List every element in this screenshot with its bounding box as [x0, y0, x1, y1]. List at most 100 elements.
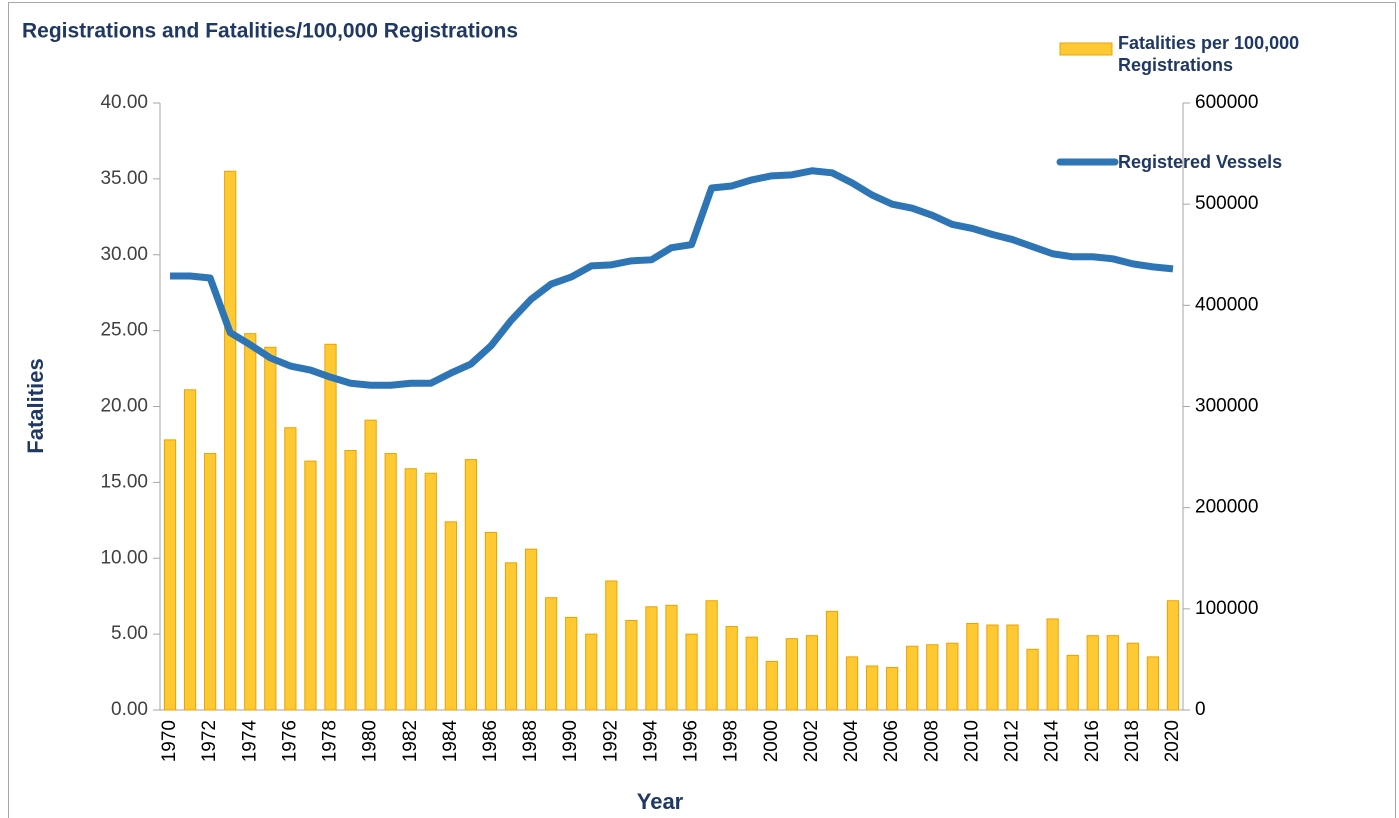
x-tick-label: 1982: [400, 720, 421, 762]
bar: [1106, 635, 1119, 711]
x-tick-label: 1976: [279, 720, 300, 762]
x-tick-label: 1970: [159, 720, 180, 762]
bar: [545, 597, 558, 711]
x-tick-label: 2018: [1122, 720, 1143, 762]
y2-tick-label: 300000: [1195, 396, 1258, 417]
bar: [524, 548, 538, 711]
bar: [1046, 618, 1059, 711]
x-tick-label: 1974: [239, 720, 260, 763]
x-tick-label: 2006: [881, 720, 902, 762]
bar: [244, 333, 257, 711]
bar: [645, 606, 658, 711]
y2-tick-label: 100000: [1195, 598, 1258, 619]
bar: [685, 633, 698, 711]
x-tick-label: 1984: [440, 720, 461, 763]
bar: [284, 427, 297, 711]
y-tick-label: 25.00: [100, 320, 148, 341]
x-tick-label: 2014: [1042, 720, 1063, 763]
bar: [946, 642, 959, 711]
bar: [163, 439, 177, 711]
x-tick-label: 1998: [721, 720, 742, 762]
y2-tick-label: 200000: [1195, 497, 1258, 518]
x-tick-label: 1986: [480, 720, 501, 762]
bar: [605, 580, 618, 711]
x-tick-label: 1994: [640, 720, 661, 763]
bar: [966, 623, 979, 711]
x-tick-label: 2012: [1002, 720, 1023, 762]
bar: [785, 638, 798, 711]
y-tick-label: 35.00: [100, 168, 148, 189]
bar: [204, 453, 217, 711]
bar: [1066, 654, 1079, 711]
bar: [886, 667, 899, 711]
y2-tick-label: 500000: [1195, 193, 1258, 214]
line: [170, 167, 1174, 389]
bar: [825, 610, 839, 711]
x-tick-label: 1992: [600, 720, 621, 762]
x-tick-label: 2010: [961, 720, 982, 762]
bar: [625, 619, 638, 711]
bar: [705, 600, 718, 711]
x-tick-label: 2000: [761, 720, 782, 762]
bar: [404, 468, 417, 711]
x-tick-label: 1996: [681, 720, 702, 762]
x-tick-label: 2008: [921, 720, 942, 762]
bar: [344, 450, 357, 711]
y-tick-label: 30.00: [100, 244, 148, 265]
bar: [1006, 624, 1019, 711]
bar: [444, 521, 457, 711]
chart-border: [8, 2, 1396, 818]
y2-tick-label: 600000: [1195, 92, 1258, 113]
x-tick-label: 2020: [1162, 720, 1183, 762]
legend-swatch: [1059, 42, 1113, 56]
bar: [304, 460, 317, 711]
bar: [224, 170, 237, 711]
bar: [1166, 600, 1180, 711]
x-tick-label: 1978: [320, 720, 341, 762]
bar: [585, 633, 598, 711]
x-tick-label: 1990: [560, 720, 581, 762]
x-tick-label: 2002: [801, 720, 822, 762]
bar: [1086, 635, 1099, 711]
y-tick-label: 0.00: [111, 699, 148, 720]
y2-tick-label: 400000: [1195, 294, 1258, 315]
bar: [1126, 642, 1139, 711]
y-tick-label: 15.00: [100, 471, 148, 492]
x-tick-label: 2004: [841, 720, 862, 763]
x-axis-title: Year: [637, 789, 684, 814]
bar: [504, 562, 518, 711]
bar: [1146, 656, 1160, 711]
bar: [926, 644, 939, 711]
bar: [725, 626, 738, 711]
bar: [424, 472, 437, 711]
bar: [745, 636, 758, 711]
bar: [384, 453, 397, 711]
y-tick-label: 40.00: [100, 92, 148, 113]
chart-title: Registrations and Fatalities/100,000 Reg…: [22, 20, 518, 43]
legend-label: Registered Vessels: [1118, 152, 1283, 172]
y-axis-title: Fatalities: [23, 358, 48, 453]
bar: [484, 531, 498, 711]
x-tick-label: 1972: [199, 720, 220, 762]
bar: [364, 419, 377, 711]
bar: [324, 343, 337, 711]
y-tick-label: 10.00: [100, 547, 148, 568]
x-tick-label: 2016: [1082, 720, 1103, 762]
bar: [565, 616, 578, 711]
bar: [865, 665, 879, 711]
x-tick-label: 1988: [520, 720, 541, 762]
y2-tick-label: 0: [1195, 699, 1206, 720]
bar: [464, 459, 478, 711]
bar: [845, 656, 859, 711]
y-tick-label: 20.00: [100, 396, 148, 417]
bar: [183, 389, 197, 711]
bar: [1026, 648, 1039, 711]
bar: [805, 635, 819, 711]
x-tick-label: 1980: [360, 720, 381, 762]
y-tick-label: 5.00: [111, 623, 148, 644]
bar: [264, 346, 277, 711]
bar: [765, 660, 778, 711]
bar: [665, 604, 678, 711]
